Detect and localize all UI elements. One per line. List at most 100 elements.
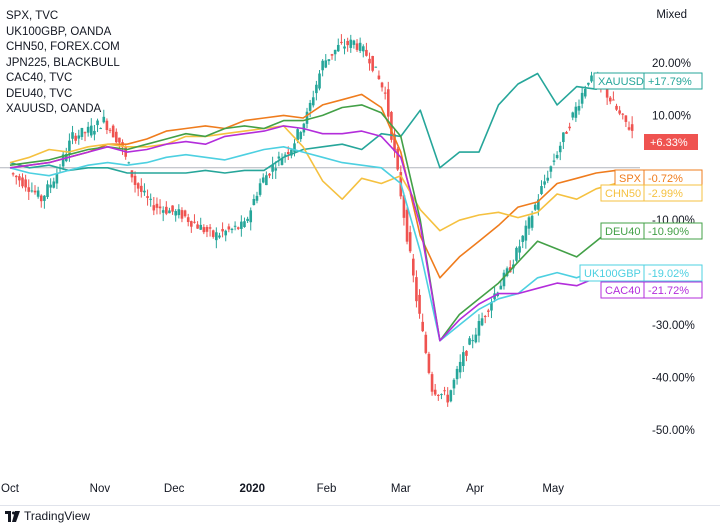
candle-body [449,390,453,402]
candle-body [311,97,315,106]
candle-body [258,183,262,195]
candle-body [283,154,287,156]
candle-body [27,187,31,192]
legend-item-spx[interactable]: SPX, TVC [6,10,59,22]
candle-body [568,126,571,129]
candle-body [80,127,84,137]
candle-body [386,89,390,117]
legend-item-jpn225[interactable]: JPN225, BLACKBULL [6,56,120,69]
candle-body [393,134,396,152]
candle-body [114,131,118,143]
end-name-xauusd: XAUUSD [598,76,644,88]
candle-body [583,88,587,97]
candle-body [255,195,259,201]
legend-item-chn50[interactable]: CHN50, FOREX.COM [6,41,120,53]
series-lines [9,72,636,342]
candle-body [111,125,115,138]
y-tick-label: -30.00% [652,320,695,332]
candle-body [480,318,484,326]
candle-body [286,152,290,155]
candle-body [499,285,503,290]
legend-item-xauusd[interactable]: XAUUSD, OANDA [6,103,102,115]
candle-body [218,235,221,238]
candle-body [621,113,625,115]
x-tick-label: Nov [90,483,111,495]
end-name-cac40: CAC40 [605,285,640,297]
candle-body [358,42,362,51]
candle-body [243,221,246,228]
candle-body [268,173,271,176]
legend-item-uk100gbp[interactable]: UK100GBP, OANDA [6,25,112,38]
candle-body [136,183,140,189]
candle-body [140,185,143,192]
candle-body [440,394,443,396]
x-axis: Oct Nov Dec 2020 Feb Mar Apr May [1,483,564,495]
candle-body [83,132,87,134]
candle-body [155,203,159,208]
y-tick-label: 20.00% [652,58,691,70]
legend-item-deu40[interactable]: DEU40, TVC [6,87,73,100]
candle-body [571,112,575,118]
candle-body [402,195,406,218]
candle-body [487,310,490,312]
candle-body [505,268,509,277]
candle-body [152,205,156,211]
end-value-chn50: -2.99% [648,188,683,200]
candle-body [627,127,631,130]
candle-body [205,226,209,232]
candle-body [452,379,456,389]
candle-body [396,148,399,170]
candle-body [340,41,343,43]
candle-body [327,59,331,62]
candle-body [265,175,268,186]
candle-body [52,181,56,188]
candle-body [165,206,168,214]
candle-body [196,224,199,229]
candle-body [315,84,318,94]
legend-item-cac40[interactable]: CAC40, TVC [6,72,73,84]
end-value-deu40: -10.90% [648,226,689,238]
candle-body [515,247,518,261]
candle-body [71,132,74,139]
candle-body [252,198,256,206]
end-tag-chn50 [643,184,703,202]
candle-body [161,210,165,213]
tradingview-logo[interactable]: TradingView [5,509,90,523]
scale-mode-label[interactable]: Mixed [656,9,687,21]
candle-body [11,173,15,175]
candle-body [618,110,621,114]
end-tag-xauusd [643,72,703,90]
candle-body [224,230,228,236]
candle-body [249,210,253,223]
x-tick-label: Feb [317,483,337,495]
brand-name: TradingView [24,509,91,523]
series-line-deu40 [9,104,636,342]
candle-body [236,227,240,229]
candle-body [552,160,556,162]
y-tick-label: 10.00% [652,110,691,122]
x-tick-label: 2020 [239,483,265,495]
candle-body [380,82,384,88]
candle-body [455,368,459,380]
candle-body [446,394,449,403]
candle-body [102,116,106,123]
series-line-uk100gbp [9,146,636,342]
end-value-xauusd: +17.79% [648,76,692,88]
candle-body [127,162,131,164]
end-tag-jpn225 [644,134,698,150]
end-name-deu40: DEU40 [605,226,640,238]
candle-body [615,105,618,110]
candle-body [574,106,578,118]
candle-body [296,129,299,141]
candle-body [352,40,356,45]
candle-body [299,132,303,140]
candle-body [577,105,581,111]
candle-body [146,196,149,198]
candle-body [305,111,309,124]
candle-body [533,204,537,210]
end-tag-deu40 [643,222,703,240]
candle-body [230,228,234,231]
candle-body [587,82,590,85]
candle-body [343,46,346,49]
candle-body [324,60,328,68]
